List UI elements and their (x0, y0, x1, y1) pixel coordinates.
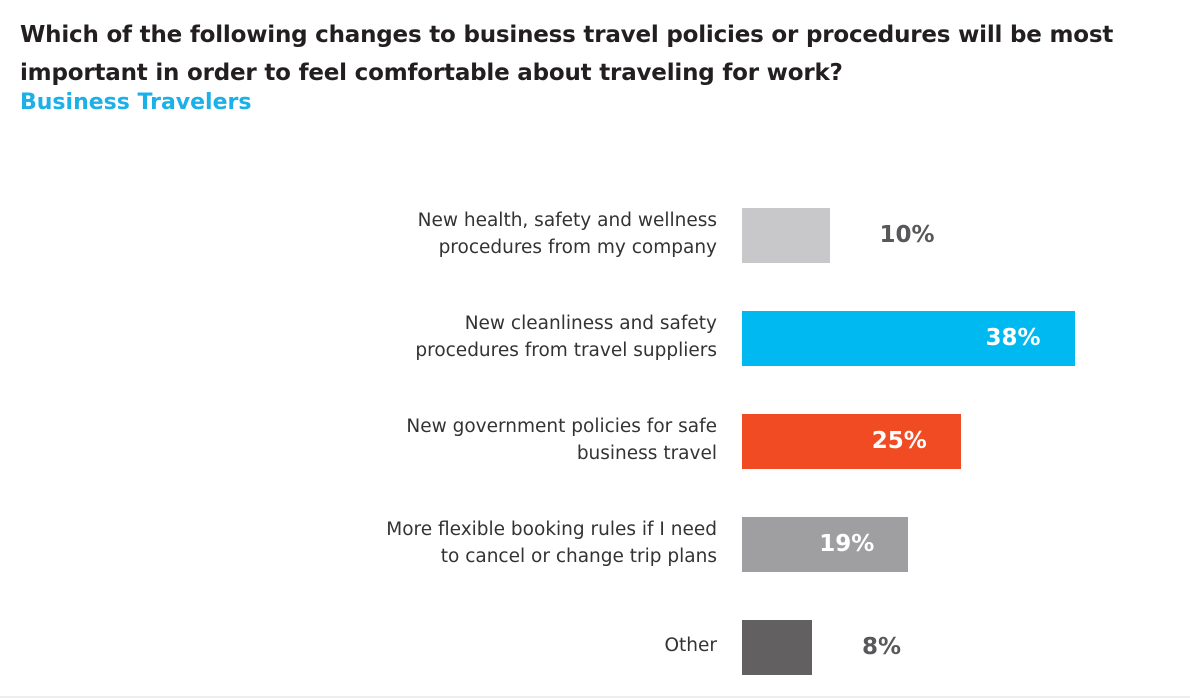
chart-title: Which of the following changes to busine… (20, 22, 1114, 86)
divider (0, 696, 1190, 698)
bar (742, 311, 1075, 366)
data-label: 8% (862, 634, 902, 660)
data-label: 10% (879, 222, 935, 248)
category-label: New government policies for safe business… (406, 415, 717, 464)
data-label: 25% (871, 428, 927, 454)
bar (742, 620, 812, 675)
category-label: Other (664, 635, 717, 656)
chart-subtitle: Business Travelers (20, 90, 252, 115)
data-label: 38% (985, 325, 1041, 351)
category-label: New health, safety and wellness procedure… (417, 209, 717, 258)
data-label: 19% (819, 531, 875, 557)
bar (742, 414, 961, 469)
category-label: New cleanliness and safety procedures fro… (415, 312, 717, 361)
category-label: More flexible booking rules if I need to … (386, 518, 717, 567)
bar (742, 517, 909, 572)
bar (742, 208, 830, 263)
